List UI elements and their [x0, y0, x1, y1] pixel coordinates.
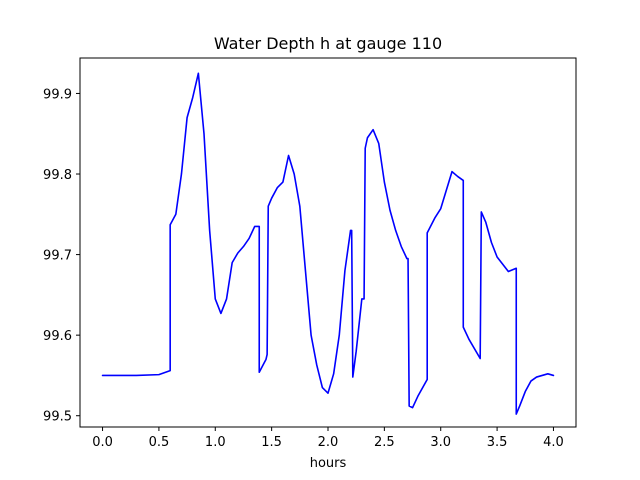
y-axis: 99.5 99.6 99.7 99.8 99.9 — [43, 87, 80, 425]
y-tick-label: 99.8 — [43, 168, 72, 183]
x-tick-label: 0.5 — [149, 435, 170, 450]
y-tick-label: 99.7 — [43, 249, 72, 264]
x-axis-label: hours — [310, 456, 347, 471]
chart-title: Water Depth h at gauge 110 — [214, 34, 442, 53]
x-tick-label: 1.0 — [205, 435, 226, 450]
x-tick-label: 3.5 — [487, 435, 508, 450]
y-tick-label: 99.5 — [43, 410, 72, 425]
series-layer — [101, 72, 555, 415]
x-tick-label: 2.0 — [318, 435, 339, 450]
x-tick-label: 3.0 — [430, 435, 451, 450]
x-tick-label: 2.5 — [374, 435, 395, 450]
x-tick-label: 1.5 — [261, 435, 282, 450]
x-tick-label: 0.0 — [92, 435, 113, 450]
y-tick-label: 99.9 — [43, 87, 72, 102]
x-tick-label: 4.0 — [543, 435, 564, 450]
y-tick-label: 99.6 — [43, 329, 72, 344]
x-axis: 0.0 0.5 1.0 1.5 2.0 2.5 3.0 3.5 4.0 — [92, 427, 564, 450]
series-line — [101, 72, 555, 415]
